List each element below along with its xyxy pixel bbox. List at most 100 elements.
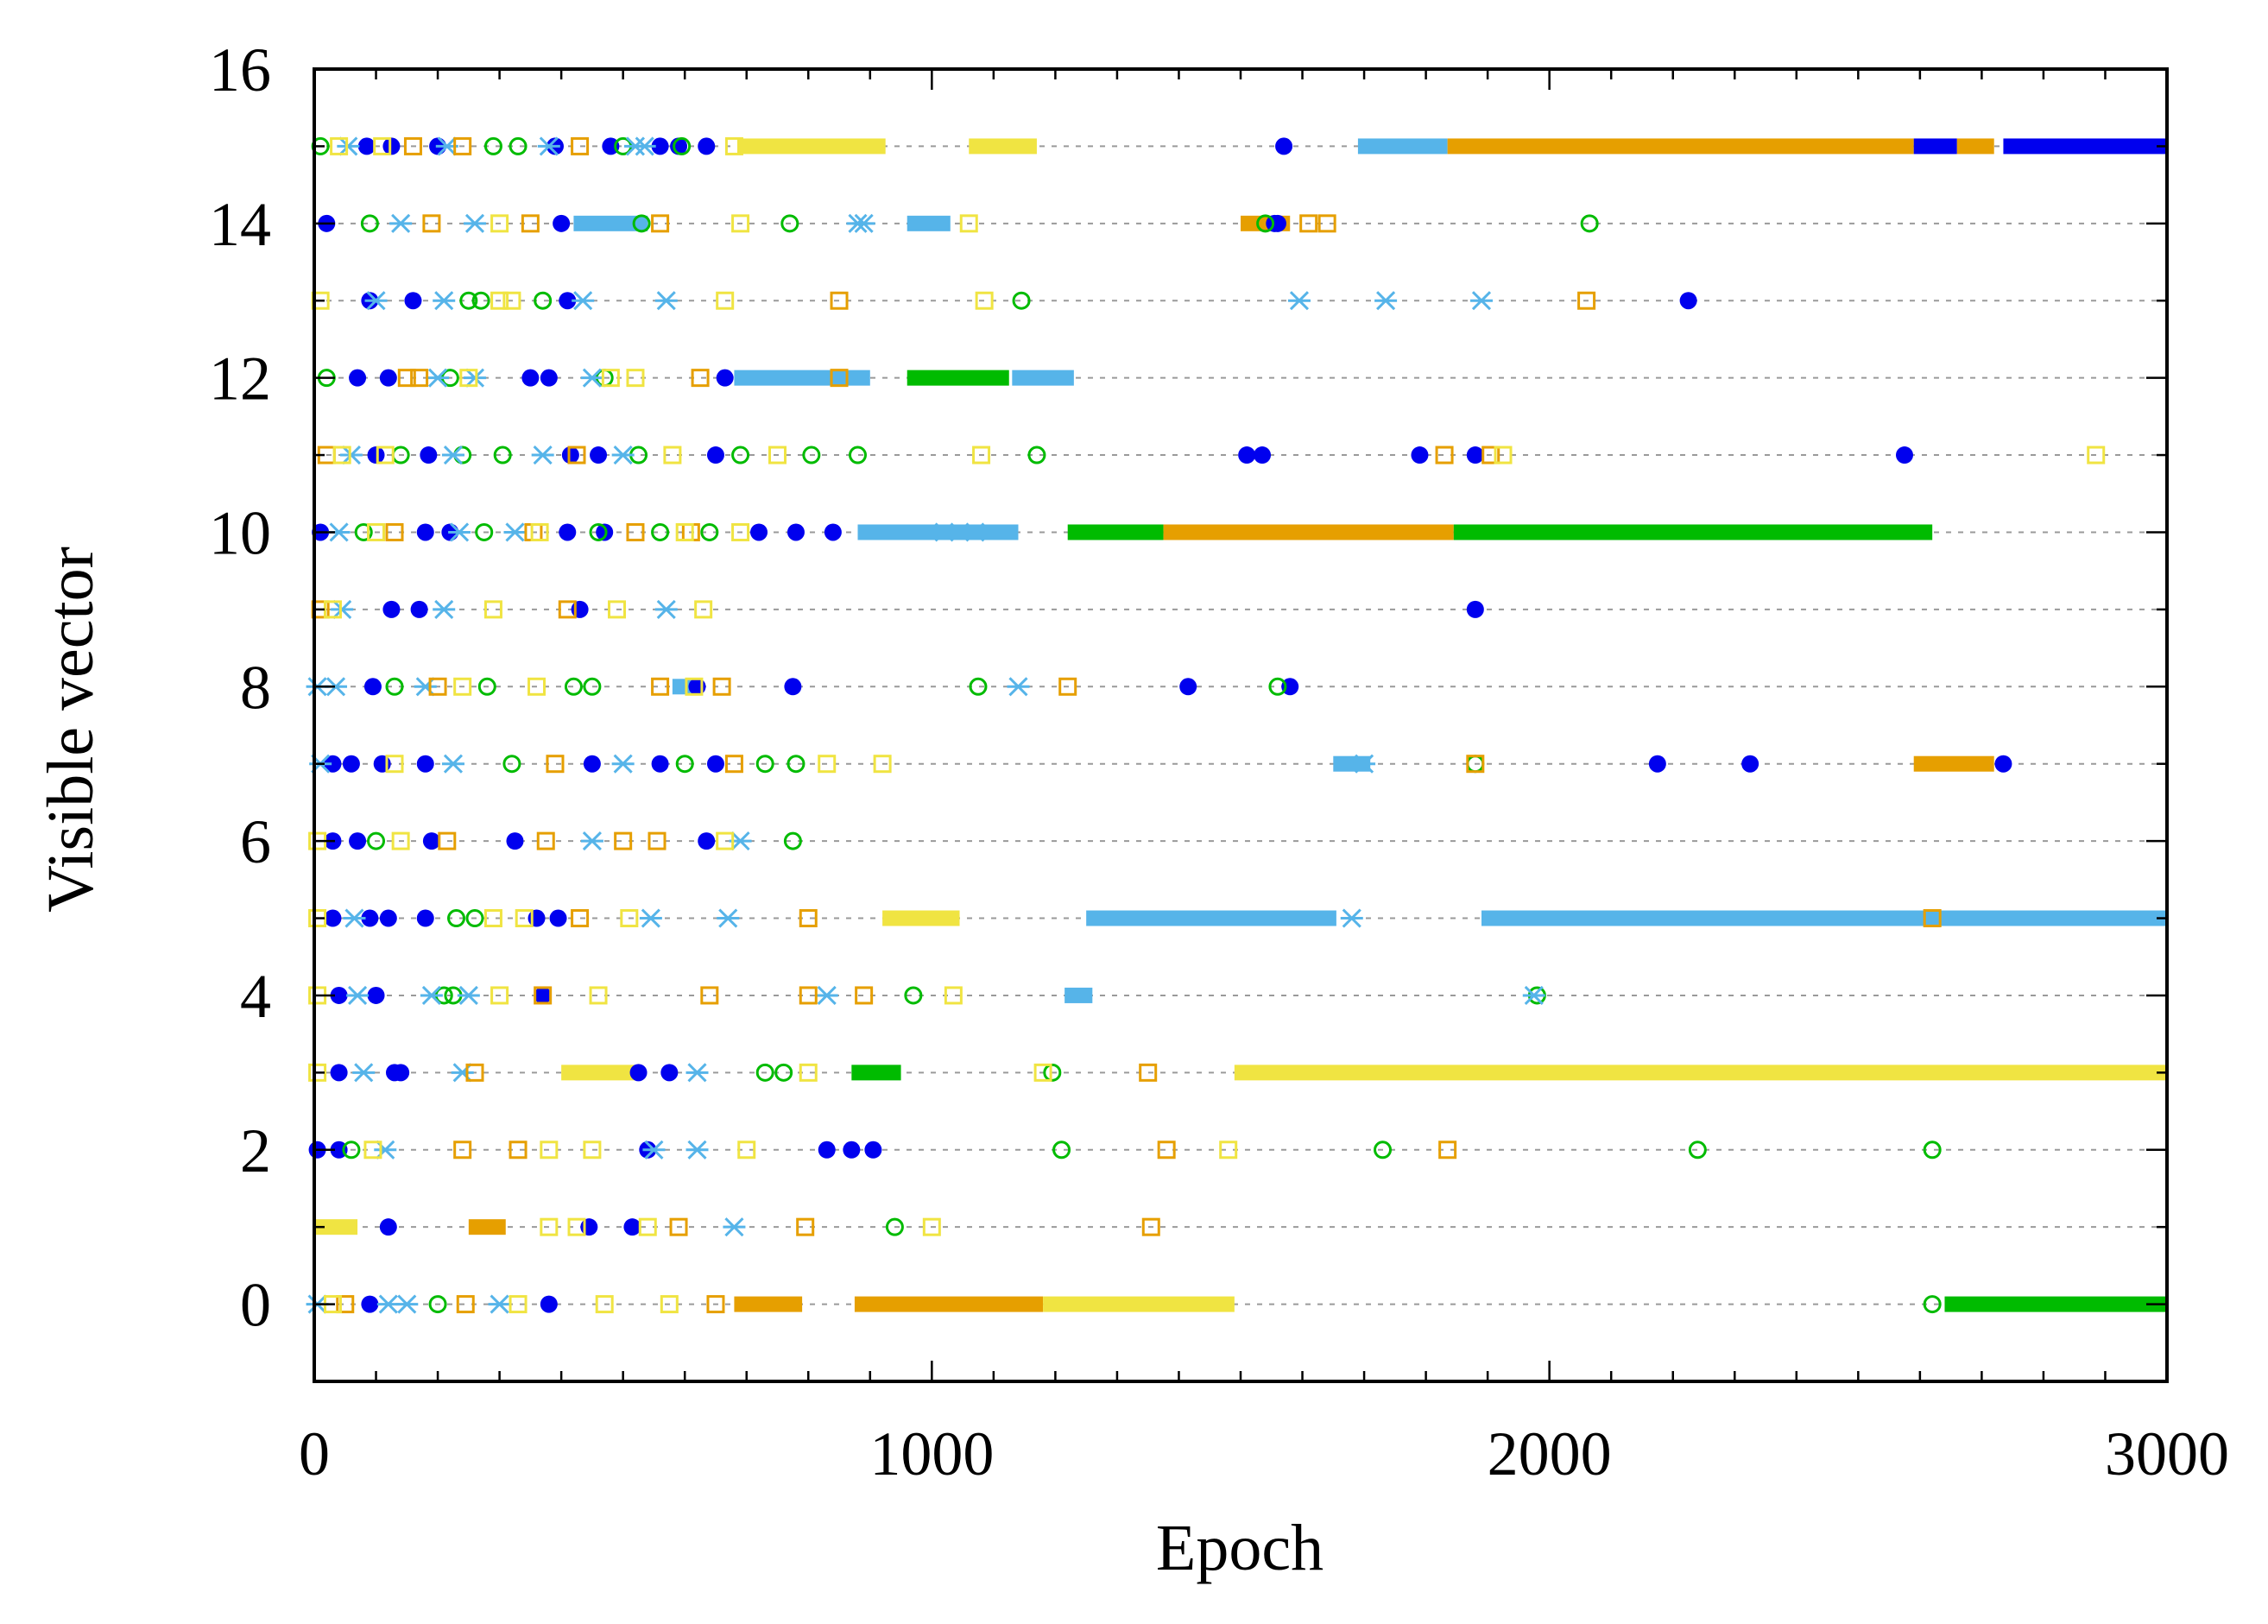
data-point (583, 1141, 602, 1160)
data-band (737, 138, 886, 155)
y-tick-label: 14 (209, 190, 271, 259)
data-point (611, 445, 635, 465)
data-point (385, 755, 404, 774)
data-point (1254, 446, 1272, 464)
data-point (528, 909, 546, 927)
data-point (685, 1063, 709, 1083)
data-point (688, 678, 706, 696)
data-point (308, 1063, 327, 1082)
data-point (638, 1217, 657, 1236)
data-point (357, 137, 376, 155)
data-point (1157, 1141, 1176, 1160)
data-point (620, 909, 639, 928)
data-point (459, 369, 478, 388)
data-point (2087, 445, 2106, 464)
grid-layer (314, 145, 2167, 1305)
data-band (1012, 370, 1074, 386)
data-point (1238, 446, 1256, 464)
data-point (963, 522, 987, 542)
data-point (339, 445, 363, 465)
data-band (734, 1296, 803, 1312)
data-point (669, 1217, 688, 1236)
data-point (323, 600, 342, 619)
data-point (706, 446, 724, 464)
data-point (651, 755, 669, 773)
data-point (561, 446, 579, 464)
data-band (1944, 1296, 2167, 1312)
data-point (502, 291, 521, 310)
data-point (426, 368, 450, 388)
data-point (651, 522, 670, 541)
data-point (537, 136, 560, 156)
data-point (1012, 291, 1031, 310)
data-point (395, 1294, 419, 1314)
data-point (724, 755, 743, 774)
data-point (385, 522, 404, 541)
data-point (438, 831, 457, 850)
data-point (571, 909, 590, 928)
data-point (972, 445, 991, 464)
data-point (483, 909, 502, 928)
data-point (1007, 677, 1030, 697)
data-point (633, 136, 656, 156)
y-tick-label: 12 (209, 344, 271, 414)
data-point (385, 677, 404, 696)
data-point (716, 369, 734, 387)
data-point (376, 445, 395, 464)
data-point (367, 831, 386, 850)
data-point (337, 136, 360, 156)
data-band (1447, 138, 1914, 155)
data-point (330, 1141, 348, 1159)
data-point (660, 1295, 679, 1314)
data-point (675, 522, 694, 541)
data-point (549, 909, 567, 927)
data-point (540, 1295, 558, 1313)
data-point (558, 600, 577, 619)
data-point (420, 446, 438, 464)
x-tick-label: 1000 (869, 1419, 994, 1488)
data-point (1648, 755, 1666, 773)
data-point (391, 831, 410, 850)
data-band (1913, 755, 1994, 772)
data-point (750, 523, 768, 541)
data-point (1287, 291, 1311, 311)
data-point (731, 445, 750, 464)
y-tick-label: 4 (240, 962, 271, 1031)
data-point (1411, 446, 1429, 464)
data-band (1453, 524, 1933, 540)
data-point (410, 369, 429, 388)
data-point (626, 369, 645, 388)
data-point (1374, 1141, 1393, 1160)
data-point (724, 136, 743, 155)
data-point (716, 291, 735, 310)
data-point (1374, 291, 1398, 311)
data-point (1141, 1217, 1160, 1236)
data-point (392, 1064, 410, 1082)
data-point (534, 986, 552, 1004)
data-point (414, 677, 437, 697)
data-point (1469, 291, 1493, 311)
data-point (546, 755, 565, 774)
data-point (1466, 446, 1484, 464)
data-point (700, 522, 719, 541)
data-point (433, 291, 456, 311)
data-point (324, 909, 342, 927)
data-point (691, 369, 710, 388)
data-point (626, 522, 645, 541)
data-point (308, 909, 327, 928)
data-point (969, 677, 988, 696)
data-point (774, 1063, 793, 1082)
data-point (420, 985, 443, 1006)
data-point (361, 909, 379, 927)
data-point (1494, 445, 1513, 464)
data-point (493, 445, 512, 464)
data-point (799, 909, 818, 928)
data-point (673, 136, 692, 155)
data-point (349, 832, 367, 850)
data-point (1435, 445, 1454, 464)
data-band (2003, 138, 2167, 155)
y-tick-label: 16 (209, 35, 271, 104)
data-point (571, 600, 589, 618)
data-point (601, 369, 620, 388)
